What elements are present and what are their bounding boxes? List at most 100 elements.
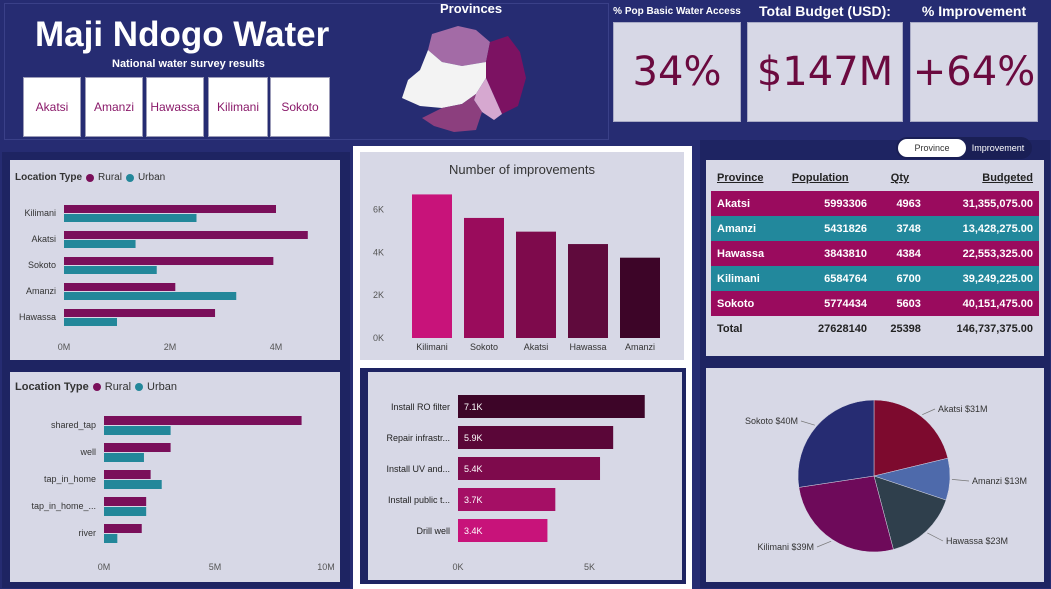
legend-title-2: Location Type: [15, 381, 89, 393]
toggle-improvement[interactable]: Improvement: [971, 143, 1025, 153]
slicer-hawassa[interactable]: Hawassa: [146, 77, 204, 137]
bar-rural: [64, 283, 176, 291]
kpi-water-access: 34%: [613, 22, 741, 122]
category-label: Drill well: [417, 526, 451, 536]
category-label: tap_in_home_...: [31, 501, 96, 511]
category-label: river: [79, 528, 97, 538]
cell-qty: 4963: [896, 197, 921, 210]
pie-slice: [873, 475, 947, 550]
pie-data-label: Sokoto $40M: [745, 416, 798, 426]
slicer-sokoto[interactable]: Sokoto: [270, 77, 330, 137]
legend-urban-label: Urban: [137, 172, 166, 183]
table-total-row: Total 27628140 25398 146,737,375.00: [711, 316, 1039, 341]
slicer-akatsi[interactable]: Akatsi: [23, 77, 81, 137]
data-label: 3.4K: [464, 526, 483, 536]
legend-rural-dot: [86, 173, 95, 182]
category-label: Repair infrastr...: [386, 433, 450, 443]
legend-rural-label-2: Rural: [104, 381, 132, 393]
table-row[interactable]: Kilimani 6584764 6700 39,249,225.00: [711, 266, 1039, 291]
budget-pie-chart: Akatsi $31M Amanzi $13M Hawassa $23M Kilima…: [745, 399, 1027, 553]
category-label: Install UV and...: [386, 464, 450, 474]
category-label: Akatsi: [31, 234, 56, 244]
legend-title: Location Type: [15, 172, 83, 183]
map-kilimani[interactable]: [486, 36, 526, 114]
x-tick-label: 10M: [317, 562, 335, 572]
bar-improvements: [568, 244, 608, 338]
legend-rural-label: Rural: [98, 172, 122, 183]
bar-rural: [64, 257, 274, 265]
bar-urban: [64, 318, 117, 326]
cell-total-qty: 25398: [890, 322, 921, 335]
cell-budgeted: 31,355,075.00: [962, 197, 1033, 210]
category-label: Hawassa: [569, 342, 606, 352]
pie-leader-line: [816, 540, 832, 548]
bar-urban: [64, 240, 136, 248]
view-toggle[interactable]: Province Improvement: [896, 137, 1032, 159]
bar-rural: [64, 231, 308, 239]
pie-data-label: Akatsi $31M: [938, 404, 988, 414]
col-province[interactable]: Province: [711, 165, 786, 191]
table-row[interactable]: Amanzi 5431826 3748 13,428,275.00: [711, 216, 1039, 241]
bar-improvements: [464, 217, 504, 338]
cell-budgeted: 13,428,275.00: [962, 222, 1033, 235]
map-akatsi[interactable]: [402, 50, 486, 108]
legend-urban-dot-2: [135, 383, 144, 391]
x-tick-label: 0K: [452, 562, 463, 572]
cell-qty: 6700: [896, 272, 921, 285]
cell-budgeted: 40,151,475.00: [962, 297, 1033, 310]
pie-leader-line: [951, 479, 970, 482]
improvements-chart: 0K 2K 4K 6K Kilimani Sokoto Akatsi Hawassa Amanz…: [373, 194, 660, 352]
table-row[interactable]: Akatsi 5993306 4963 31,355,075.00: [711, 191, 1039, 216]
kpi-label-improvement: % Improvement: [921, 3, 1027, 19]
cell-province: Sokoto: [717, 297, 755, 310]
category-label: Kilimani: [416, 342, 448, 352]
kpi-improvement: +64%: [910, 22, 1038, 122]
x-tick-label: 5K: [584, 562, 595, 572]
category-label: tap_in_home: [44, 474, 96, 484]
cell-total-budgeted: 146,737,375.00: [956, 322, 1033, 335]
bar-urban: [64, 292, 237, 300]
legend-urban-dot: [125, 173, 134, 182]
table-header-row: Province Population Qty Budgeted: [711, 165, 1039, 191]
category-label: Akatsi: [524, 342, 549, 352]
bar-rural: [104, 443, 171, 452]
col-budgeted[interactable]: Budgeted: [926, 165, 1039, 191]
x-tick-label: 0M: [58, 342, 71, 352]
bar-improvement-type: [458, 519, 548, 542]
provinces-map[interactable]: [398, 22, 528, 134]
cell-province: Hawassa: [717, 247, 765, 260]
col-qty[interactable]: Qty: [872, 165, 927, 191]
toggle-province[interactable]: Province: [898, 139, 966, 157]
table-row[interactable]: Hawassa 3843810 4384 22,553,325.00: [711, 241, 1039, 266]
bar-improvement-type: [458, 426, 614, 449]
legend-province-bar: Location Type Rural Urban: [15, 172, 165, 183]
pie-data-label: Hawassa $23M: [946, 536, 1008, 546]
bar-rural: [104, 497, 147, 506]
x-tick-label: 4M: [270, 342, 283, 352]
bar-rural: [104, 416, 302, 425]
kpi-label-total-budget: Total Budget (USD):: [759, 3, 891, 19]
col-population[interactable]: Population: [785, 165, 873, 191]
cell-province: Amanzi: [717, 222, 757, 235]
map-hawassa[interactable]: [422, 94, 482, 132]
slicer-amanzi[interactable]: Amanzi: [85, 77, 143, 137]
table-row[interactable]: Sokoto 5774434 5603 40,151,475.00: [711, 291, 1039, 316]
cell-total-population: 27628140: [818, 322, 867, 335]
x-tick-label: 0M: [98, 562, 111, 572]
improvement-types-chart: Install RO filter 7.1K Repair infrastr... 5…: [386, 395, 645, 572]
slicer-kilimani[interactable]: Kilimani: [208, 77, 268, 137]
bar-improvements: [412, 194, 452, 338]
category-label: Install public t...: [388, 495, 450, 505]
province-table: Province Population Qty Budgeted Akatsi …: [711, 165, 1039, 341]
map-sokoto[interactable]: [428, 26, 490, 66]
bar-improvements: [516, 231, 556, 338]
category-label: well: [79, 447, 96, 457]
bar-urban: [64, 214, 197, 222]
pie-leader-line: [922, 408, 936, 416]
bar-improvement-type: [458, 395, 645, 418]
category-label: Kilimani: [24, 208, 56, 218]
map-amanzi[interactable]: [474, 78, 502, 120]
cell-population: 5993306: [824, 197, 867, 210]
legend-urban-label-2: Urban: [147, 381, 178, 393]
bar-urban: [64, 266, 157, 274]
